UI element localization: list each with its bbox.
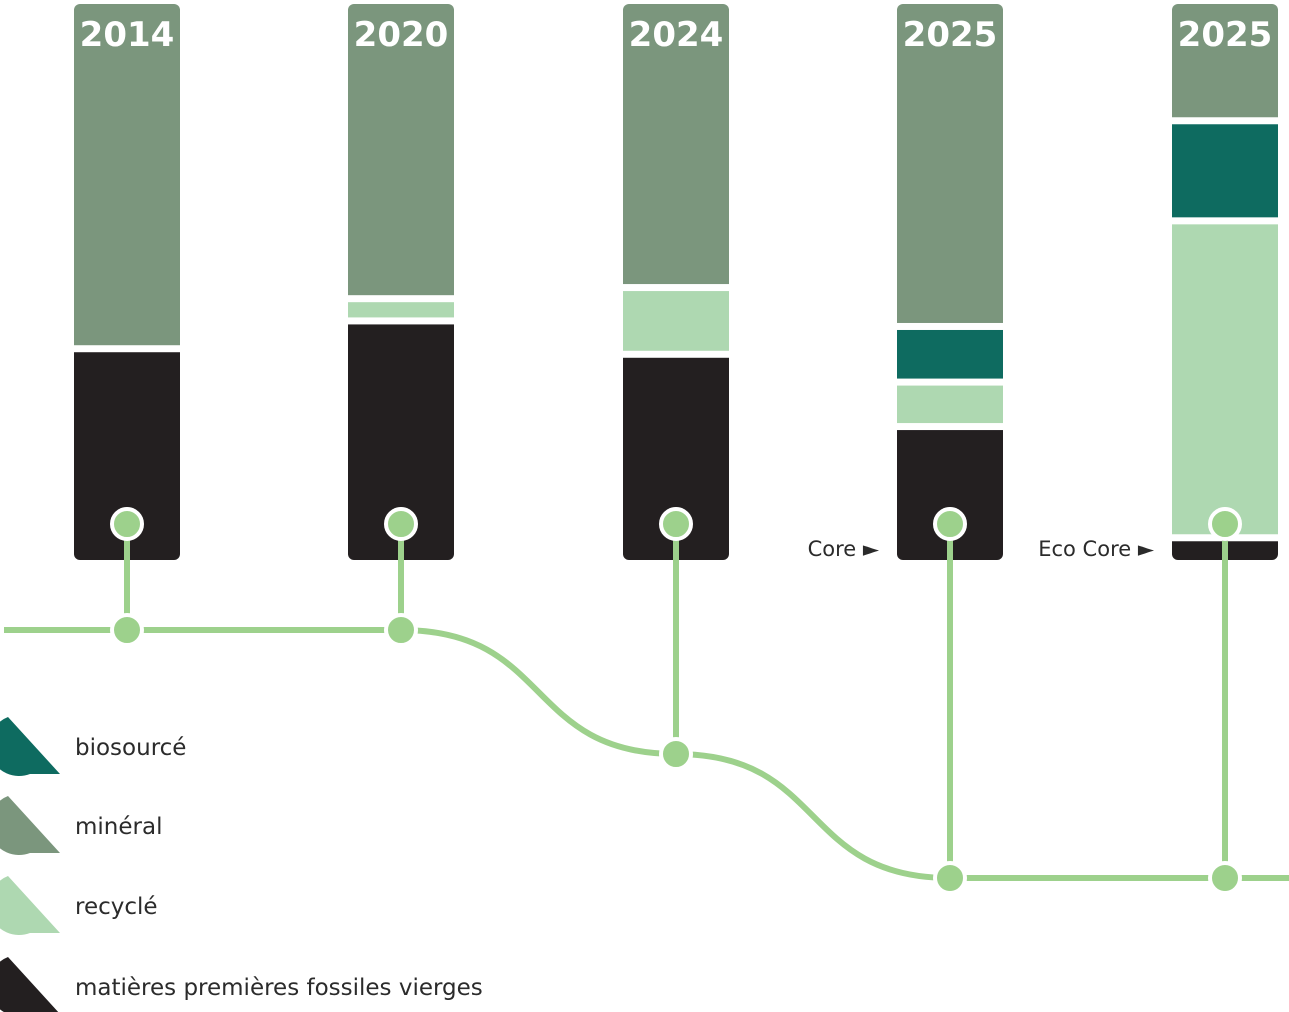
legend-label: biosourcé xyxy=(75,735,186,761)
bar-segments xyxy=(1172,4,1278,560)
legend-label: recyclé xyxy=(75,894,158,920)
legend-item-fossile: matières premières fossiles vierges xyxy=(0,957,483,1012)
segment-separator xyxy=(897,378,1003,386)
timeline-dot xyxy=(1208,861,1242,895)
bar-2025-ecocore: 2025 Eco Core ► xyxy=(1038,4,1278,561)
bar-knot xyxy=(933,507,967,541)
legend-item-biosource: biosourcé xyxy=(0,717,186,776)
year-label: 2024 xyxy=(629,15,724,55)
segment-separator xyxy=(623,350,729,358)
legend-item-recycle: recyclé xyxy=(0,876,158,935)
segment-separator xyxy=(623,284,729,292)
legend-swatch-fossile xyxy=(0,957,59,1012)
segment-mineral xyxy=(348,4,454,299)
bars: 2014 2020 2024 2025 Core ► 2025 Eco Core ► xyxy=(74,4,1278,895)
timeline-dot xyxy=(933,861,967,895)
segment-biosource xyxy=(1172,120,1278,221)
timeline-dot xyxy=(384,613,418,647)
legend-item-mineral: minéral xyxy=(0,796,162,855)
segment-separator xyxy=(1172,117,1278,125)
year-label: 2014 xyxy=(80,15,175,55)
segment-recycle xyxy=(348,298,454,321)
variant-label: Core ► xyxy=(808,537,880,561)
segment-separator xyxy=(897,423,1003,431)
segment-separator xyxy=(897,322,1003,330)
segment-separator xyxy=(348,295,454,303)
segment-separator xyxy=(1172,217,1278,225)
legend: biosourcé minéral recyclé matières première… xyxy=(0,717,483,1012)
bar-knot xyxy=(110,507,144,541)
segment-biosource xyxy=(897,326,1003,383)
legend-label: minéral xyxy=(75,814,162,840)
bar-knot xyxy=(1208,507,1242,541)
segment-recycle xyxy=(897,382,1003,427)
bar-segments xyxy=(74,4,180,560)
bar-2024: 2024 xyxy=(623,4,729,560)
segment-recycle xyxy=(623,287,729,355)
variant-label: Eco Core ► xyxy=(1038,537,1155,561)
bar-2020: 2020 xyxy=(348,4,454,560)
timeline-dot xyxy=(659,737,693,771)
timeline-curve xyxy=(4,627,1289,881)
segment-mineral xyxy=(623,4,729,288)
legend-swatch-mineral xyxy=(0,796,60,855)
legend-label: matières premières fossiles vierges xyxy=(75,975,483,1001)
bar-2014: 2014 xyxy=(74,4,180,560)
bar-segments xyxy=(348,4,454,560)
segment-separator xyxy=(74,345,180,353)
segment-mineral xyxy=(1172,4,1278,121)
legend-swatch-biosource xyxy=(0,717,60,776)
segment-mineral xyxy=(897,4,1003,327)
segment-separator xyxy=(348,317,454,325)
year-label: 2025 xyxy=(1178,15,1273,55)
legend-swatch-recycle xyxy=(0,876,60,935)
segment-recycle xyxy=(1172,220,1278,538)
year-label: 2020 xyxy=(354,15,449,55)
timeline-dot xyxy=(110,613,144,647)
bar-knot xyxy=(384,507,418,541)
timeline xyxy=(4,627,1289,881)
bar-segments xyxy=(623,4,729,560)
segment-mineral xyxy=(74,4,180,349)
bar-segments xyxy=(897,4,1003,560)
bar-2025-core: 2025 Core ► xyxy=(808,4,1003,561)
year-label: 2025 xyxy=(903,15,998,55)
bar-knot xyxy=(659,507,693,541)
